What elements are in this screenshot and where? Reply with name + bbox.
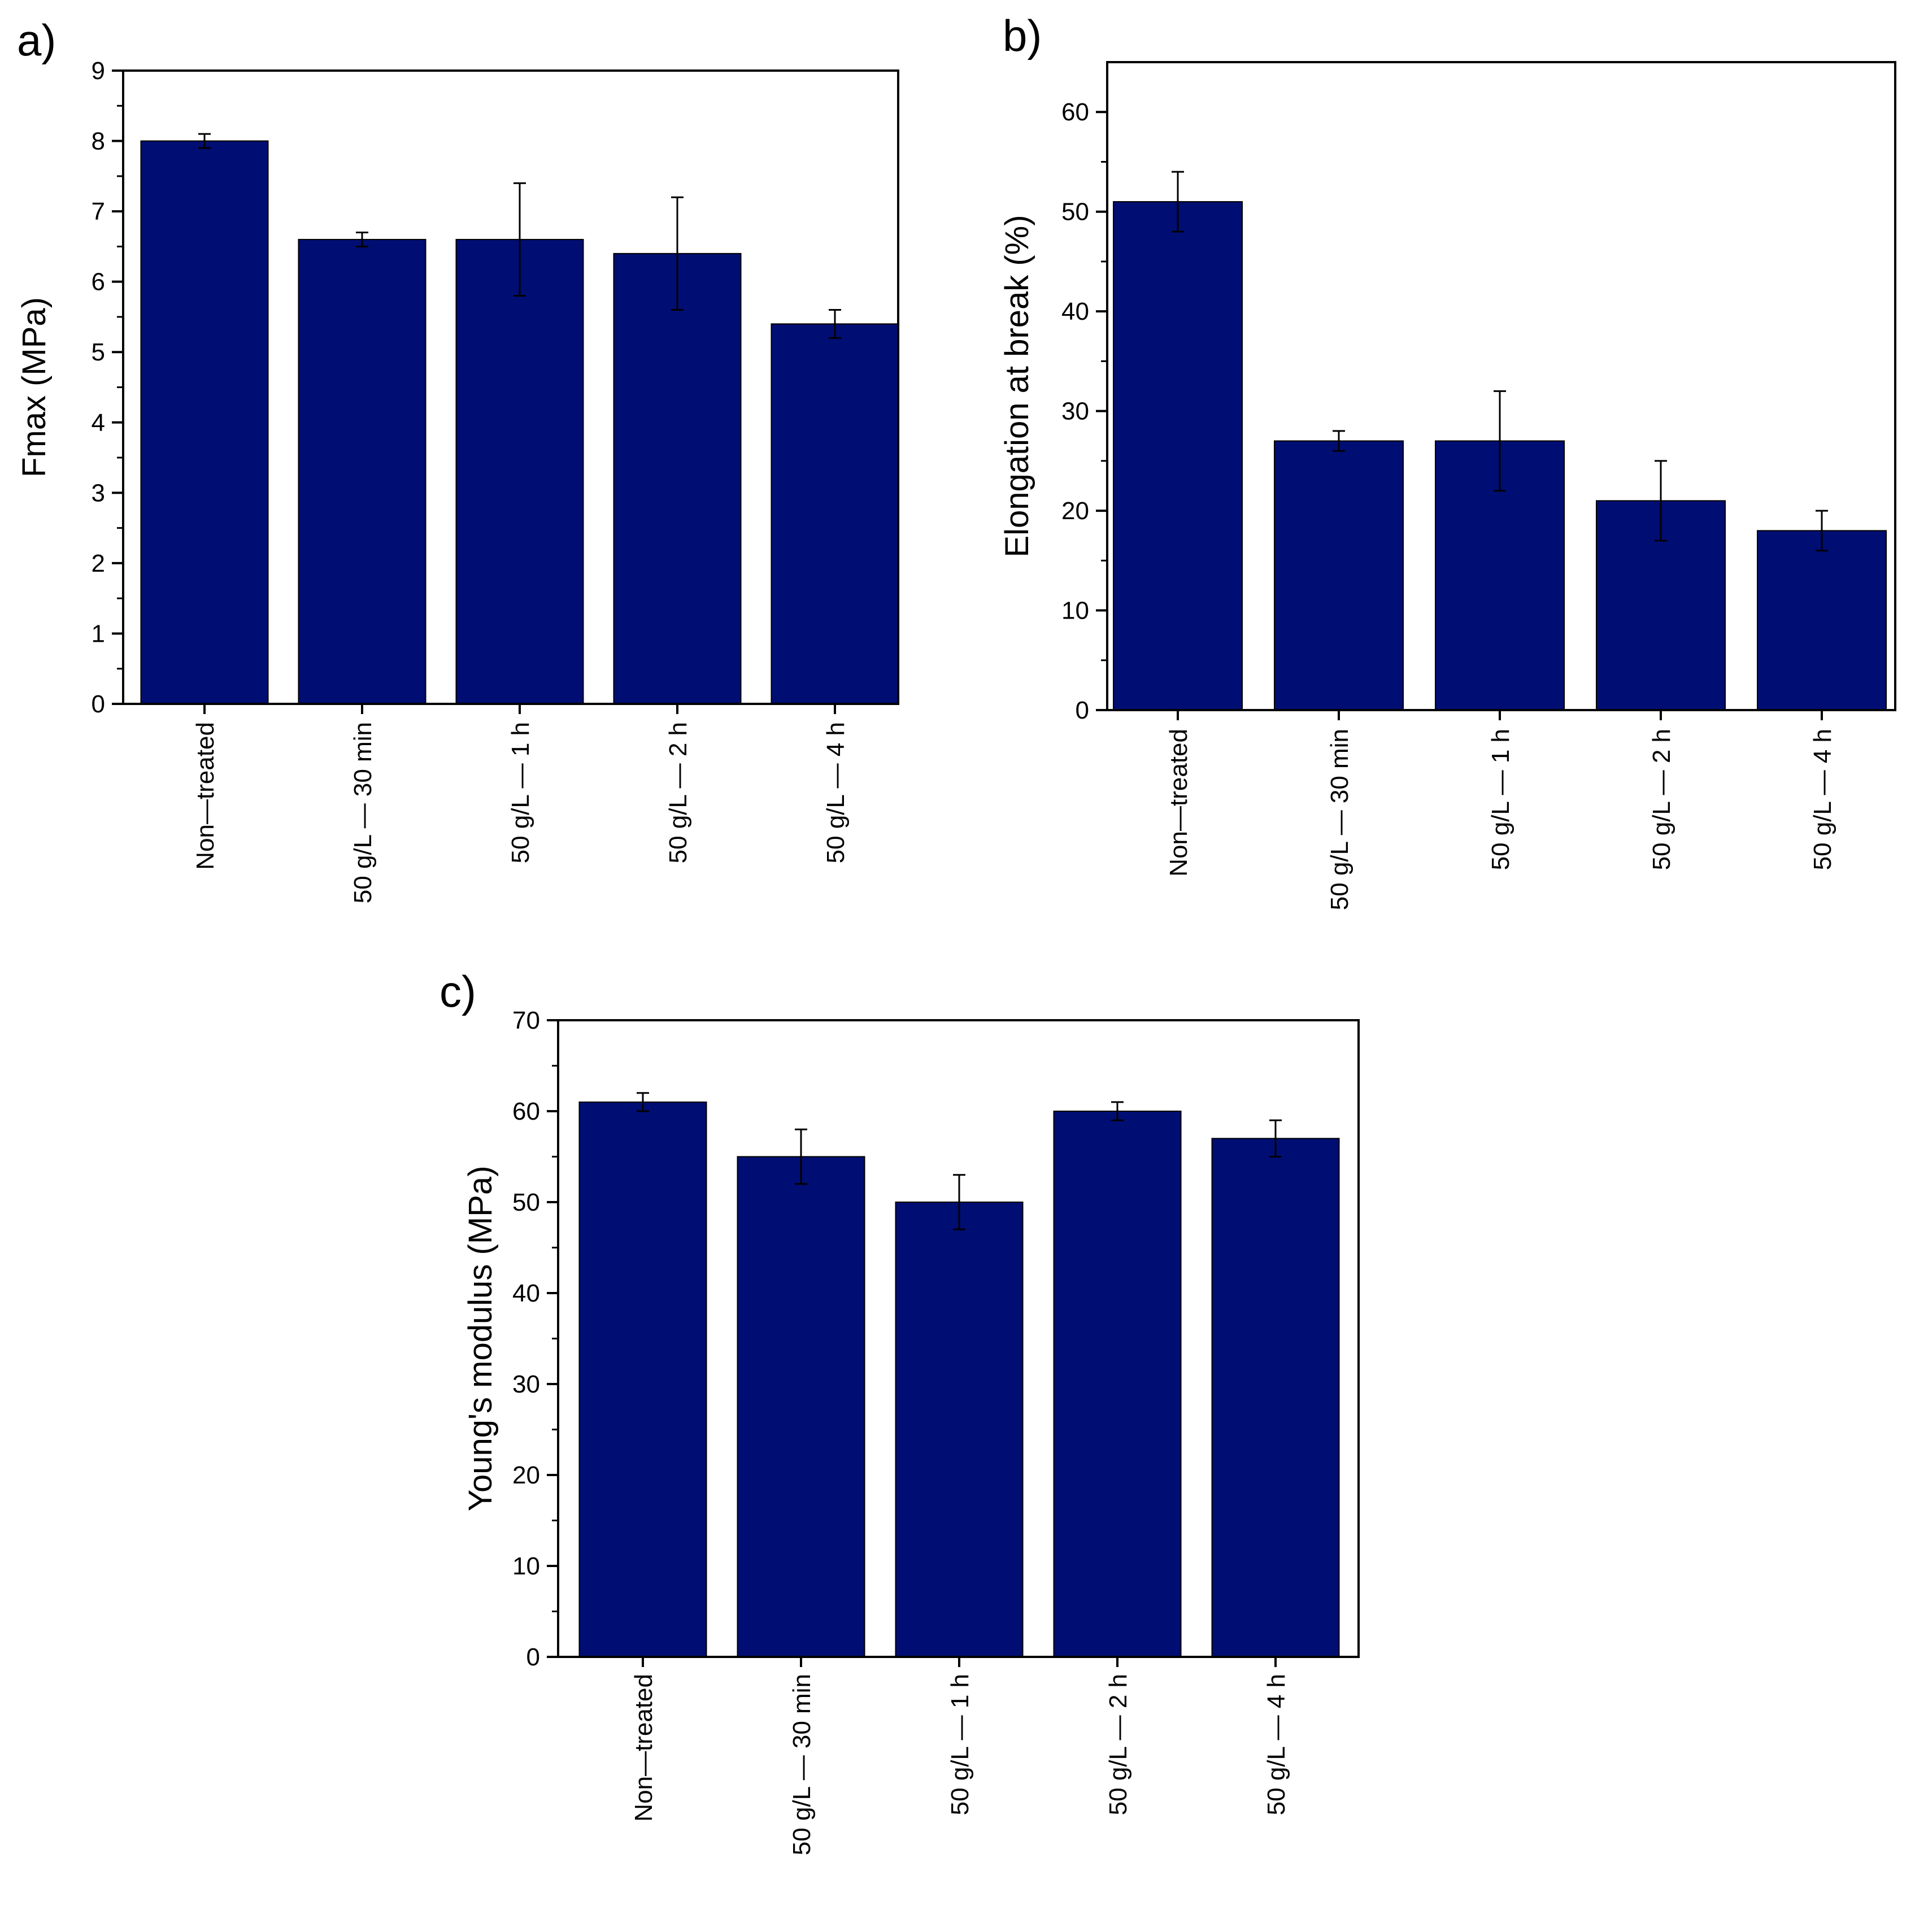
y-tick-label: 20 [512,1461,540,1489]
bar [298,238,426,704]
x-tick-label: Non—treated [630,1674,658,1822]
y-tick-label: 40 [1061,298,1089,325]
error-bar [671,196,684,311]
x-tick-label: 50 g/L — 4 h [822,722,850,863]
x-tick-label: Non—treated [1165,729,1192,877]
bar [455,238,584,704]
x-tick-label: 50 g/L — 30 min [788,1674,816,1855]
error-bar [1816,510,1828,552]
y-tick-label: 9 [92,57,105,85]
error-bar [1333,430,1345,452]
error-bar [829,308,841,339]
y-axis-title: Elongation at break (%) [999,215,1035,557]
bar [1113,201,1243,711]
error-bar [953,1174,965,1230]
error-bar [356,231,368,247]
bar [1274,440,1404,711]
y-tick-label: 20 [1061,497,1089,525]
y-tick-label: 6 [92,268,105,296]
chart-panel-3: c) 0 10 20 30 40 50 60 70 Young's modulus (MPa) No… [439,967,1360,1855]
error-bar [1494,390,1506,492]
chart-panel-1: a) 0 1 2 3 4 5 6 7 8 9 Fmax (MPa) Non—treated 50 g/L … [16,15,899,903]
y-tick-label: 1 [92,620,105,647]
y-tick-label: 4 [92,409,105,437]
bar [140,140,269,705]
error-bar [198,133,211,149]
y-tick-label: 50 [1061,198,1089,226]
x-tick-label: 50 g/L — 1 h [507,722,534,863]
bar [1053,1111,1182,1657]
bar [578,1101,707,1657]
bar [771,323,899,704]
bar [1757,530,1887,711]
error-bar [1269,1119,1282,1158]
y-tick-label: 0 [92,690,105,718]
y-tick-label: 8 [92,128,105,155]
y-tick-label: 0 [1076,697,1089,724]
x-tick-label: Non—treated [192,722,219,870]
x-tick-label: 50 g/L — 2 h [1648,729,1675,870]
plot-frame [1106,61,1896,711]
y-tick-label: 60 [1061,98,1089,126]
y-axis-title: Young's modulus (MPa) [462,1166,499,1512]
panel-label: c) [439,967,476,1016]
x-tick-label: 50 g/L — 30 min [349,722,377,903]
y-tick-label: 5 [92,338,105,366]
y-tick-label: 3 [92,479,105,507]
error-bar [513,182,526,297]
error-bar [1111,1101,1124,1121]
y-tick-label: 30 [512,1370,540,1398]
y-tick-label: 2 [92,550,105,577]
panel-label: b) [1003,11,1042,60]
y-tick-label: 60 [512,1098,540,1125]
x-tick-label: 50 g/L — 1 h [1487,729,1514,870]
x-tick-label: 50 g/L — 2 h [1104,1674,1132,1815]
y-tick-label: 10 [1061,597,1089,625]
error-bar [1172,171,1184,233]
y-tick-label: 30 [1061,398,1089,425]
x-tick-label: 50 g/L — 1 h [946,1674,974,1815]
bar [737,1156,865,1657]
error-bar [637,1092,649,1112]
y-tick-label: 70 [512,1007,540,1034]
x-tick-label: 50 g/L — 2 h [664,722,692,863]
x-tick-label: 50 g/L — 4 h [1809,729,1836,870]
bar [895,1202,1024,1657]
panel-label: a) [17,15,56,65]
bar [613,253,742,705]
chart-panel-2: b) 0 10 20 30 40 50 60 Elongation at break (%) No… [999,11,1896,910]
x-tick-label: 50 g/L — 30 min [1326,729,1353,910]
y-tick-label: 10 [512,1552,540,1580]
x-tick-label: 50 g/L — 4 h [1263,1674,1290,1815]
error-bar [795,1128,807,1185]
bar [1211,1138,1340,1658]
y-tick-label: 50 [512,1189,540,1216]
y-tick-label: 0 [526,1643,540,1671]
error-bar [1655,460,1667,542]
y-tick-label: 7 [92,198,105,225]
y-tick-label: 40 [512,1280,540,1307]
y-axis-title: Fmax (MPa) [16,297,53,477]
